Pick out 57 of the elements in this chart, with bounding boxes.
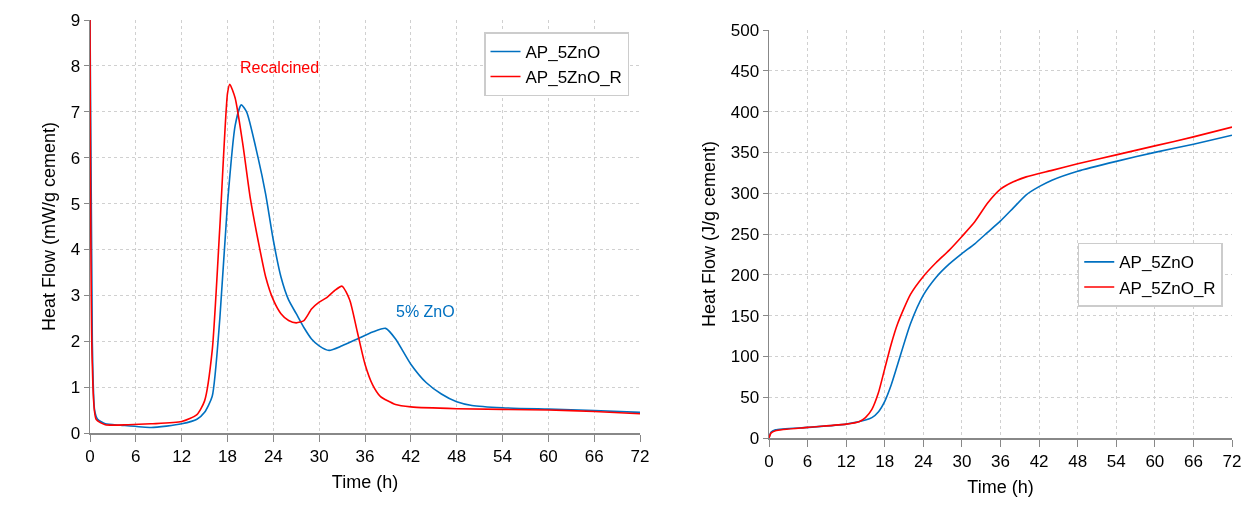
y-tick-label: 400 (730, 102, 760, 122)
y-tick-label: 0 (70, 423, 81, 443)
x-tick-label: 72 (630, 446, 650, 466)
y-tick-label: 2 (70, 332, 81, 352)
y-tick-label: 0 (749, 428, 760, 448)
x-tick-label: 30 (309, 446, 329, 466)
x-tick-label: 36 (355, 446, 375, 466)
annotation: Recalcined (240, 59, 320, 76)
y-tick-label: 5 (70, 194, 81, 214)
x-tick-label: 42 (401, 446, 421, 466)
y-tick-label: 8 (70, 56, 81, 76)
x-tick-label: 24 (263, 446, 283, 466)
x-tick-label: 48 (447, 446, 467, 466)
y-tick-label: 450 (730, 61, 760, 81)
x-tick-label: 54 (493, 446, 512, 466)
y-tick-label: 1 (70, 378, 81, 398)
x-tick-label: 0 (85, 446, 95, 466)
x-tick-label: 66 (1183, 451, 1203, 471)
x-tick-label: 60 (538, 446, 558, 466)
y-tick-label: 6 (70, 148, 81, 168)
x-tick-label: 6 (131, 446, 141, 466)
y-tick-label: 500 (730, 20, 760, 40)
x-tick-label: 30 (952, 451, 972, 471)
annotation: 5% ZnO (396, 303, 455, 320)
y-tick-label: 250 (730, 224, 760, 244)
x-tick-label: 24 (913, 451, 933, 471)
y-axis-title: Heat Flow (mW/g cement) (39, 121, 60, 332)
y-tick-label: 300 (730, 184, 760, 204)
x-tick-label: 0 (764, 451, 774, 471)
legend-label: AP_5ZnO (525, 43, 601, 63)
x-tick-label: 18 (875, 451, 895, 471)
y-tick-label: 150 (730, 306, 760, 326)
y-tick-label: 7 (70, 102, 81, 122)
x-tick-label: 48 (1068, 451, 1088, 471)
x-tick-label: 6 (802, 451, 813, 471)
x-tick-label: 12 (836, 451, 856, 471)
x-tick-label: 72 (1222, 451, 1242, 471)
x-tick-label: 36 (991, 451, 1010, 471)
legend-label: AP_5ZnO (1119, 253, 1194, 273)
legend-label: AP_5ZnO_R (525, 68, 622, 88)
x-tick-label: 18 (218, 446, 237, 466)
x-tick-label: 54 (1106, 451, 1126, 471)
x-tick-label: 66 (584, 446, 604, 466)
x-tick-label: 12 (172, 446, 192, 466)
y-tick-label: 4 (70, 240, 81, 260)
legend-label: AP_5ZnO_R (1119, 278, 1216, 298)
x-tick-label: 42 (1029, 451, 1049, 471)
y-tick-label: 200 (730, 265, 760, 285)
x-axis-title: Time (h) (967, 476, 1034, 497)
x-axis-title: Time (h) (331, 471, 399, 492)
y-tick-label: 350 (730, 143, 760, 163)
y-tick-label: 3 (70, 286, 81, 306)
y-tick-label: 100 (730, 347, 760, 367)
y-tick-label: 9 (70, 10, 81, 30)
y-tick-label: 50 (740, 388, 760, 408)
x-tick-label: 60 (1145, 451, 1165, 471)
y-axis-title: Heat Flow (J/g cement) (699, 140, 720, 328)
